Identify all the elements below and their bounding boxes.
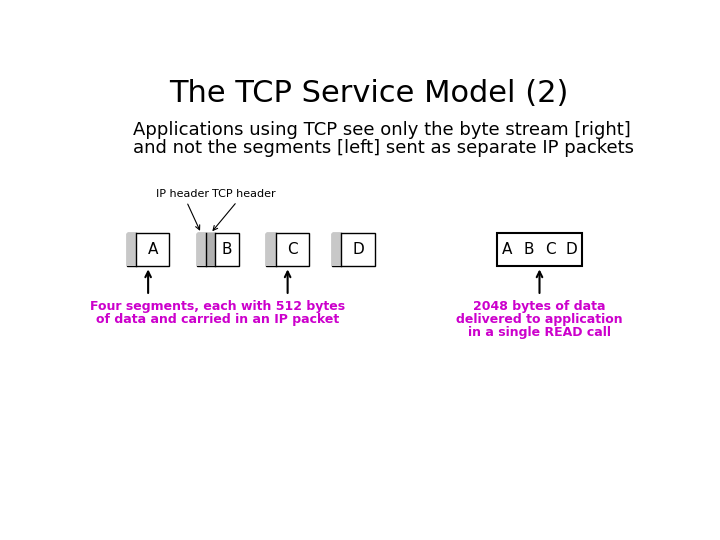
Text: D: D <box>566 242 577 257</box>
Bar <box>197 233 239 266</box>
Bar <box>332 233 375 266</box>
Text: D: D <box>352 242 364 257</box>
Bar <box>127 233 169 266</box>
Text: The TCP Service Model (2): The TCP Service Model (2) <box>169 79 569 108</box>
Text: A: A <box>503 242 513 257</box>
Bar <box>197 233 206 266</box>
Text: 2048 bytes of data: 2048 bytes of data <box>473 300 606 313</box>
Text: A: A <box>148 242 158 257</box>
Text: Four segments, each with 512 bytes: Four segments, each with 512 bytes <box>90 300 346 313</box>
Text: in a single READ call: in a single READ call <box>468 326 611 339</box>
Text: of data and carried in an IP packet: of data and carried in an IP packet <box>96 313 340 326</box>
Bar <box>127 233 136 266</box>
Text: C: C <box>545 242 555 257</box>
Bar <box>206 233 215 266</box>
Bar <box>497 233 582 266</box>
Text: C: C <box>287 242 297 257</box>
Text: TCP header: TCP header <box>212 189 275 231</box>
Text: and not the segments [left] sent as separate IP packets: and not the segments [left] sent as sepa… <box>132 139 634 157</box>
Text: IP header: IP header <box>156 189 210 230</box>
Text: delivered to application: delivered to application <box>456 313 623 326</box>
Bar <box>266 233 276 266</box>
Text: Applications using TCP see only the byte stream [right]: Applications using TCP see only the byte… <box>132 122 631 139</box>
Bar <box>332 233 341 266</box>
Text: B: B <box>523 242 534 257</box>
Text: B: B <box>222 242 233 257</box>
Bar <box>266 233 309 266</box>
